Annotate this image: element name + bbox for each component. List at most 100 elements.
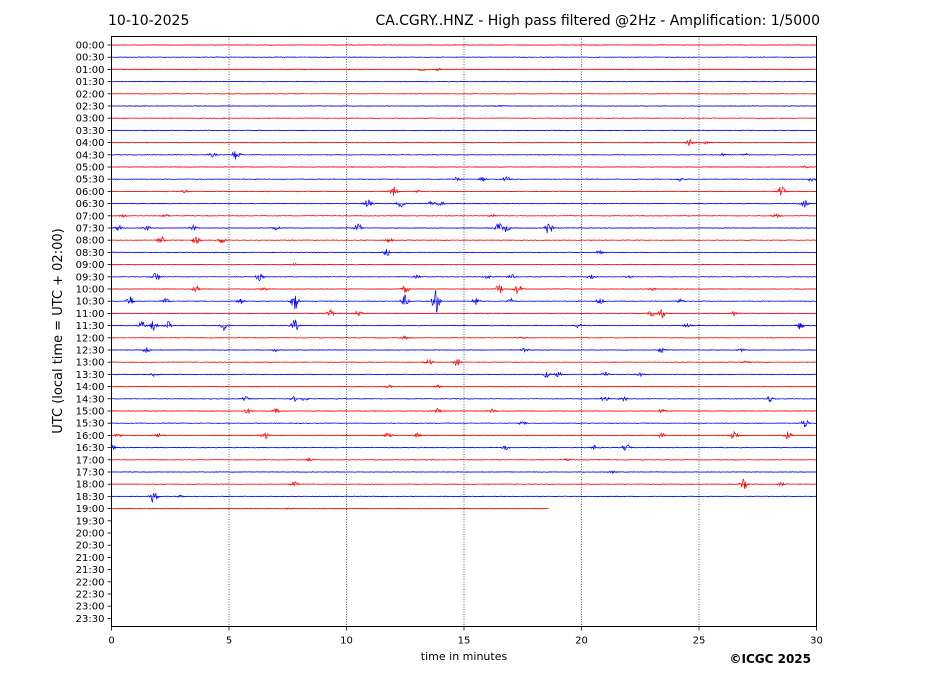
y-tick-label: 01:30 xyxy=(76,77,105,88)
x-tick-label: 15 xyxy=(458,636,471,647)
y-tick-label: 05:30 xyxy=(76,175,105,186)
y-tick-label: 09:00 xyxy=(76,260,105,271)
trace-row-15:30 xyxy=(111,419,817,428)
y-tick-label: 23:30 xyxy=(76,614,105,625)
trace-row-05:00 xyxy=(111,165,817,169)
y-tick-label: 11:00 xyxy=(76,309,105,320)
y-tick-label: 05:00 xyxy=(76,163,105,174)
trace-row-00:00 xyxy=(111,44,817,46)
y-tick-label: 15:30 xyxy=(76,419,105,430)
trace-row-17:30 xyxy=(111,470,817,475)
y-tick-label: 02:00 xyxy=(76,89,105,100)
y-tick-label: 08:00 xyxy=(76,236,105,247)
x-axis-ticks: 0 5 10 15 20 25 30 xyxy=(108,626,823,647)
y-tick-label: 12:30 xyxy=(76,346,105,357)
trace-row-16:30 xyxy=(111,444,817,451)
trace-row-17:00 xyxy=(111,457,817,462)
trace-row-02:30 xyxy=(111,104,817,108)
trace-row-05:30 xyxy=(111,176,817,182)
y-tick-label: 04:00 xyxy=(76,138,105,149)
y-tick-label: 11:30 xyxy=(76,321,105,332)
trace-row-07:30 xyxy=(111,222,817,234)
trace-row-12:30 xyxy=(111,347,817,354)
y-tick-label: 08:30 xyxy=(76,248,105,259)
trace-row-03:30 xyxy=(111,129,817,132)
trace-row-11:30 xyxy=(111,319,817,332)
y-tick-label: 16:00 xyxy=(76,431,105,442)
x-tick-label: 0 xyxy=(108,636,114,647)
chart-date: 10-10-2025 xyxy=(108,13,189,29)
trace-row-18:30 xyxy=(111,492,817,503)
trace-row-13:00 xyxy=(111,358,817,367)
y-tick-label: 23:00 xyxy=(76,602,105,613)
trace-row-01:30 xyxy=(111,80,817,83)
y-tick-label: 09:30 xyxy=(76,272,105,283)
trace-row-13:30 xyxy=(111,371,817,379)
trace-row-09:00 xyxy=(111,262,817,266)
trace-lines xyxy=(111,44,817,511)
y-tick-label: 13:00 xyxy=(76,358,105,369)
y-tick-label: 14:00 xyxy=(76,382,105,393)
trace-row-16:00 xyxy=(111,430,817,440)
y-tick-label: 19:30 xyxy=(76,516,105,527)
trace-row-00:30 xyxy=(111,56,817,59)
y-tick-label: 10:00 xyxy=(76,285,105,296)
y-tick-label: 18:30 xyxy=(76,492,105,503)
trace-row-08:30 xyxy=(111,248,817,256)
x-tick-label: 20 xyxy=(575,636,588,647)
trace-row-09:30 xyxy=(111,273,817,282)
trace-row-08:00 xyxy=(111,235,817,244)
trace-row-03:00 xyxy=(111,117,817,119)
y-tick-label: 00:00 xyxy=(76,41,105,52)
copyright-label: ©ICGC 2025 xyxy=(729,652,811,666)
y-tick-label: 20:30 xyxy=(76,541,105,552)
trace-row-06:30 xyxy=(111,199,817,209)
y-axis-label: UTC (local time = UTC + 02:00) xyxy=(51,228,66,433)
y-tick-label: 17:00 xyxy=(76,455,105,466)
y-tick-label: 02:30 xyxy=(76,102,105,113)
trace-row-10:30 xyxy=(111,290,817,313)
trace-row-15:00 xyxy=(111,407,817,414)
trace-row-02:00 xyxy=(111,92,817,95)
y-tick-label: 12:00 xyxy=(76,333,105,344)
x-tick-label: 10 xyxy=(340,636,353,647)
y-tick-label: 01:00 xyxy=(76,65,105,76)
y-tick-label: 04:30 xyxy=(76,150,105,161)
y-tick-label: 06:30 xyxy=(76,199,105,210)
vertical-gridlines xyxy=(228,36,700,627)
y-tick-label: 22:30 xyxy=(76,590,105,601)
x-tick-label: 5 xyxy=(226,636,232,647)
trace-row-19:00 xyxy=(111,507,549,511)
x-tick-label: 25 xyxy=(693,636,706,647)
y-tick-label: 13:30 xyxy=(76,370,105,381)
y-tick-label: 00:30 xyxy=(76,53,105,64)
y-tick-label: 17:30 xyxy=(76,468,105,479)
trace-row-07:00 xyxy=(111,213,817,219)
trace-row-12:00 xyxy=(111,335,817,341)
y-tick-label: 03:30 xyxy=(76,126,105,137)
y-tick-label: 10:30 xyxy=(76,297,105,308)
trace-row-18:00 xyxy=(111,478,817,489)
chart-title: CA.CGRY..HNZ - High pass filtered @2Hz -… xyxy=(376,13,820,29)
trace-row-04:30 xyxy=(111,151,817,160)
y-tick-label: 21:30 xyxy=(76,565,105,576)
y-tick-label: 07:00 xyxy=(76,211,105,222)
y-tick-label: 19:00 xyxy=(76,504,105,515)
y-tick-label: 21:00 xyxy=(76,553,105,564)
trace-row-14:00 xyxy=(111,384,817,389)
y-tick-label: 22:00 xyxy=(76,577,105,588)
x-tick-label: 30 xyxy=(810,636,823,647)
trace-row-01:00 xyxy=(111,68,817,72)
y-tick-label: 18:00 xyxy=(76,480,105,491)
y-tick-label: 15:00 xyxy=(76,407,105,418)
y-tick-label: 20:00 xyxy=(76,529,105,540)
y-tick-label: 07:30 xyxy=(76,224,105,235)
trace-row-06:00 xyxy=(111,186,817,197)
y-tick-label: 06:00 xyxy=(76,187,105,198)
trace-row-10:00 xyxy=(111,284,817,294)
y-tick-label: 14:30 xyxy=(76,394,105,405)
trace-row-04:00 xyxy=(111,138,817,146)
y-tick-label: 03:00 xyxy=(76,114,105,125)
